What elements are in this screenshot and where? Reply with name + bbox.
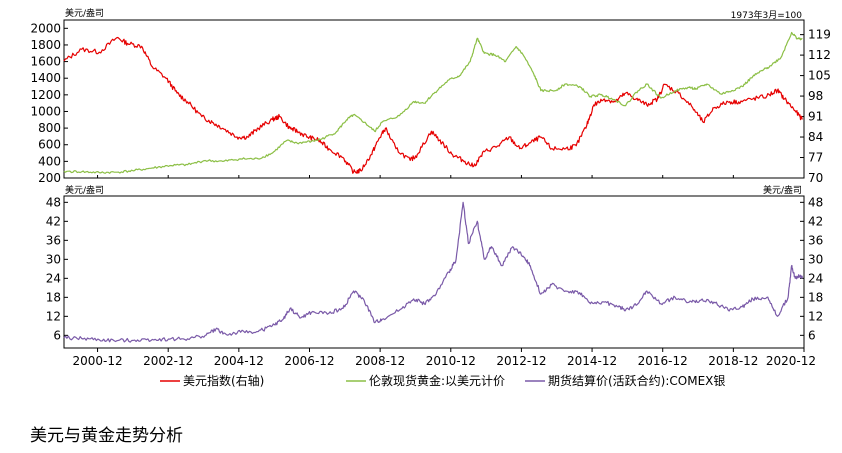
x-tick-label: 2010-12: [426, 354, 476, 368]
x-tick-label: 2016-12: [638, 354, 688, 368]
x-tick-label: 2006-12: [284, 354, 334, 368]
bottom-right-tick-label: 18: [808, 290, 823, 304]
top-right-tick-label: 84: [808, 130, 823, 144]
top-left-tick-label: 1400: [30, 71, 61, 85]
top-left-tick-label: 1800: [30, 38, 61, 52]
top-left-tick-label: 200: [38, 171, 61, 185]
series-line-usd-index: [63, 36, 803, 174]
bottom-right-tick-label: 48: [808, 195, 823, 209]
bottom-left-tick-label: 18: [46, 290, 61, 304]
bottom-right-tick-label: 42: [808, 214, 823, 228]
x-tick-label: 2008-12: [355, 354, 405, 368]
bottom-left-unit-label: 美元/盎司: [65, 184, 104, 196]
x-tick-label: 2000-12: [72, 354, 122, 368]
bottom-panel-frame: [63, 195, 805, 349]
bottom-left-tick-label: 24: [46, 271, 61, 285]
legend-label: 期货结算价(活跃合约):COMEX银: [548, 373, 725, 388]
top-left-tick-label: 400: [38, 154, 61, 168]
bottom-right-tick-label: 24: [808, 271, 823, 285]
bottom-right-tick-label: 30: [808, 252, 823, 266]
top-left-tick-label: 800: [38, 121, 61, 135]
x-tick-label: 2018-12: [708, 354, 758, 368]
top-left-tick-label: 600: [38, 138, 61, 152]
x-tick-label: 2020-12: [766, 354, 816, 368]
x-tick-label: 2004-12: [214, 354, 264, 368]
top-right-tick-label: 112: [808, 48, 831, 62]
top-right-unit-label: 1973年3月=100: [731, 9, 803, 21]
top-right-tick-label: 70: [808, 171, 823, 185]
top-right-tick-label: 119: [808, 28, 831, 42]
x-tick-label: 2012-12: [496, 354, 546, 368]
bottom-left-tick-label: 48: [46, 195, 61, 209]
bottom-right-tick-label: 36: [808, 233, 823, 247]
bottom-right-tick-label: 6: [808, 328, 816, 342]
bottom-right-unit-label: 美元/盎司: [763, 184, 802, 196]
x-tick-label: 2002-12: [143, 354, 193, 368]
top-panel-frame: [63, 19, 805, 179]
series-line-london-gold: [63, 31, 803, 174]
top-right-tick-label: 77: [808, 151, 823, 165]
bottom-right-tick-label: 12: [808, 309, 823, 323]
caption: 美元与黄金走势分析: [30, 426, 183, 446]
top-left-tick-label: 1600: [30, 55, 61, 69]
bottom-left-tick-label: 6: [53, 328, 61, 342]
top-right-tick-label: 91: [808, 110, 823, 124]
x-tick-label: 2014-12: [567, 354, 617, 368]
top-right-tick-label: 98: [808, 89, 823, 103]
series-line-comex-silver: [63, 201, 803, 343]
bottom-left-tick-label: 12: [46, 309, 61, 323]
bottom-left-tick-label: 42: [46, 214, 61, 228]
top-left-tick-label: 2000: [30, 21, 61, 35]
top-left-unit-label: 美元/盎司: [65, 7, 104, 19]
top-right-tick-label: 105: [808, 69, 831, 83]
top-left-tick-label: 1000: [30, 104, 61, 118]
top-left-tick-label: 1200: [30, 88, 61, 102]
bottom-left-tick-label: 30: [46, 252, 61, 266]
bottom-left-tick-label: 36: [46, 233, 61, 247]
legend-label: 美元指数(右轴): [183, 373, 264, 388]
legend-label: 伦敦现货黄金:以美元计价: [369, 373, 505, 388]
